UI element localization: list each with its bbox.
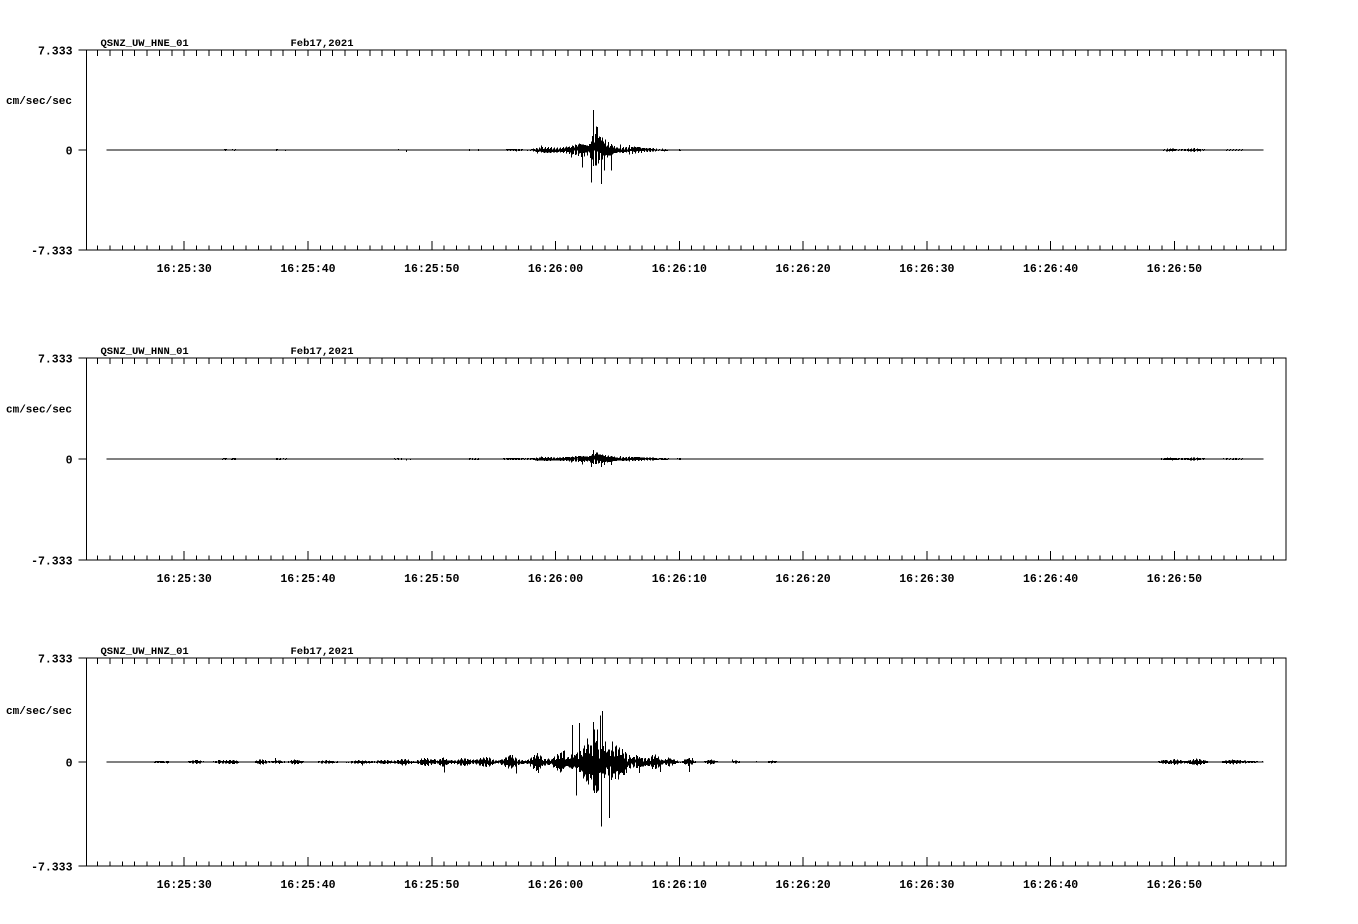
svg-text:16:25:30: 16:25:30 xyxy=(157,879,212,892)
svg-text:0: 0 xyxy=(66,455,73,468)
svg-text:16:26:20: 16:26:20 xyxy=(775,263,830,276)
svg-text:16:26:10: 16:26:10 xyxy=(652,573,707,586)
svg-text:16:25:40: 16:25:40 xyxy=(280,263,335,276)
svg-text:16:25:40: 16:25:40 xyxy=(280,879,335,892)
svg-text:16:26:00: 16:26:00 xyxy=(528,879,583,892)
svg-text:16:25:30: 16:25:30 xyxy=(157,263,212,276)
svg-text:16:26:20: 16:26:20 xyxy=(775,879,830,892)
svg-text:16:25:50: 16:25:50 xyxy=(404,879,459,892)
svg-text:QSNZ_UW_HNZ_01: QSNZ_UW_HNZ_01 xyxy=(101,646,189,658)
svg-text:-7.333: -7.333 xyxy=(31,556,73,569)
svg-text:QSNZ_UW_HNE_01: QSNZ_UW_HNE_01 xyxy=(101,38,189,50)
svg-text:16:26:10: 16:26:10 xyxy=(652,263,707,276)
svg-text:16:26:00: 16:26:00 xyxy=(528,573,583,586)
svg-text:16:26:50: 16:26:50 xyxy=(1147,573,1202,586)
svg-text:cm/sec/sec: cm/sec/sec xyxy=(6,706,72,718)
svg-text:cm/sec/sec: cm/sec/sec xyxy=(6,405,72,417)
svg-text:-7.333: -7.333 xyxy=(31,862,73,875)
svg-text:16:26:30: 16:26:30 xyxy=(899,879,954,892)
svg-text:7.333: 7.333 xyxy=(38,46,73,59)
svg-text:-7.333: -7.333 xyxy=(31,246,73,259)
svg-text:16:26:30: 16:26:30 xyxy=(899,263,954,276)
svg-text:cm/sec/sec: cm/sec/sec xyxy=(6,96,72,108)
svg-text:16:26:40: 16:26:40 xyxy=(1023,263,1078,276)
svg-text:16:26:40: 16:26:40 xyxy=(1023,879,1078,892)
svg-text:16:26:10: 16:26:10 xyxy=(652,879,707,892)
svg-text:16:26:00: 16:26:00 xyxy=(528,263,583,276)
svg-text:0: 0 xyxy=(66,758,73,771)
svg-text:16:25:50: 16:25:50 xyxy=(404,263,459,276)
svg-text:16:26:40: 16:26:40 xyxy=(1023,573,1078,586)
svg-text:16:26:50: 16:26:50 xyxy=(1147,879,1202,892)
svg-text:16:25:50: 16:25:50 xyxy=(404,573,459,586)
svg-text:16:26:50: 16:26:50 xyxy=(1147,263,1202,276)
svg-text:16:25:30: 16:25:30 xyxy=(157,573,212,586)
svg-text:7.333: 7.333 xyxy=(38,654,73,667)
svg-text:Feb17,2021: Feb17,2021 xyxy=(291,38,354,50)
svg-text:7.333: 7.333 xyxy=(38,354,73,367)
svg-text:0: 0 xyxy=(66,146,73,159)
svg-text:16:25:40: 16:25:40 xyxy=(280,573,335,586)
svg-text:16:26:30: 16:26:30 xyxy=(899,573,954,586)
svg-text:Feb17,2021: Feb17,2021 xyxy=(291,346,354,358)
svg-text:16:26:20: 16:26:20 xyxy=(775,573,830,586)
svg-text:Feb17,2021: Feb17,2021 xyxy=(291,646,354,658)
svg-text:QSNZ_UW_HNN_01: QSNZ_UW_HNN_01 xyxy=(101,346,189,358)
